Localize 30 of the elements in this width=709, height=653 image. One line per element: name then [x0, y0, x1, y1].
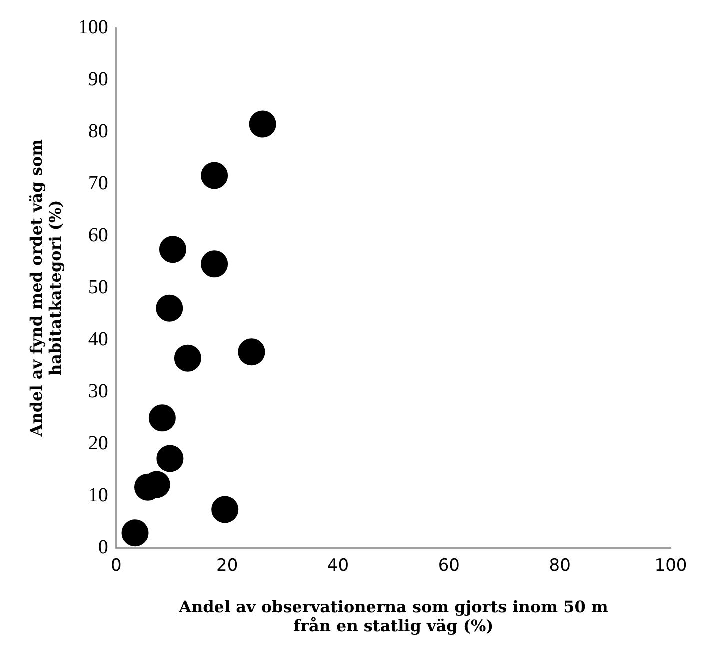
y-tick-label: 70: [88, 172, 108, 194]
y-tick-label: 80: [88, 120, 108, 142]
y-tick-label: 30: [88, 380, 108, 402]
point: [212, 496, 239, 524]
point: [174, 344, 202, 372]
y-tick-label: 50: [88, 276, 108, 298]
point: [201, 250, 228, 278]
y-tick-label: 90: [88, 68, 108, 90]
x-tick-label: 20: [216, 556, 238, 576]
y-tick-label: 60: [88, 224, 108, 246]
y-tick-label: 20: [88, 432, 108, 454]
point: [249, 110, 276, 138]
x-tick-label: 60: [438, 556, 460, 576]
x-axis-title: Andel av observationerna som gjorts inom 50 m från en statlig väg (%): [178, 597, 608, 636]
y-tick-label: 100: [78, 16, 108, 38]
x-tick-label: 80: [549, 556, 571, 576]
point: [159, 236, 186, 264]
point: [156, 445, 184, 472]
y-axis-title: Andel av fynd med ordet väg som habitatkategori (%): [26, 139, 65, 438]
point: [238, 338, 266, 366]
y-tick-label: 40: [88, 328, 108, 350]
x-tick-label: 40: [327, 556, 350, 576]
point: [122, 520, 149, 547]
point: [201, 162, 228, 190]
x-tick-label: 0: [110, 556, 122, 576]
point: [156, 294, 184, 322]
point: [148, 404, 176, 432]
x-tick-label: 100: [654, 556, 688, 576]
y-tick-label: 0: [98, 536, 108, 558]
y-tick-label: 10: [88, 484, 108, 506]
